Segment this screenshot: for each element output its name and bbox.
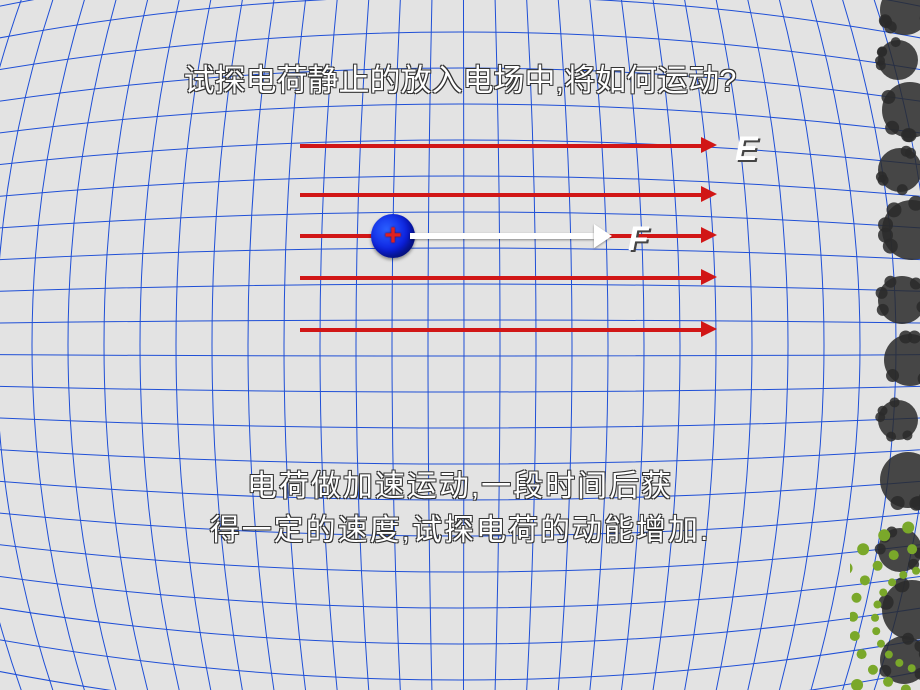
question-title-text: 试探电荷静止的放入电场中,将如何运动?	[184, 63, 737, 98]
plus-icon: +	[384, 221, 402, 251]
question-title: 试探电荷静止的放入电场中,将如何运动?	[0, 55, 920, 100]
answer-text: 电荷做加速运动,一段时间后获 得一定的速度,试探电荷的动能增加.	[0, 465, 920, 552]
label-f: F	[628, 220, 649, 259]
label-e: E	[735, 130, 758, 169]
answer-line-2: 得一定的速度,试探电荷的动能增加.	[210, 514, 711, 547]
positive-charge: +	[371, 214, 415, 258]
field-diagram: +	[0, 0, 920, 690]
answer-line-1: 电荷做加速运动,一段时间后获	[247, 470, 673, 503]
